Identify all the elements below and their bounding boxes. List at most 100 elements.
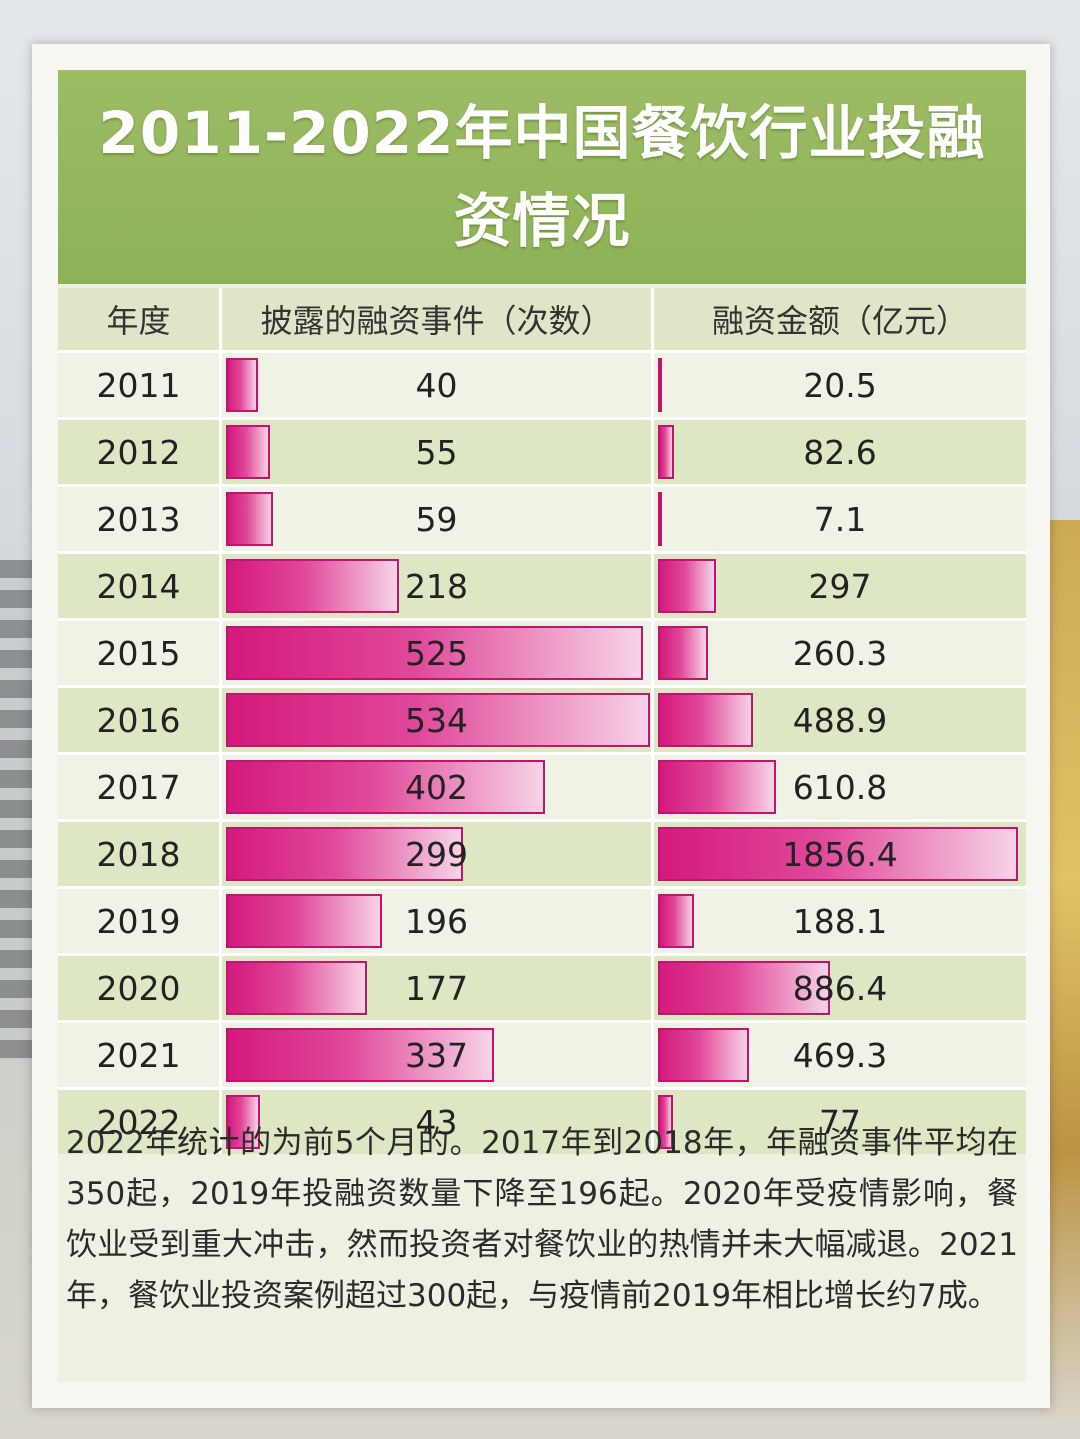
events-value: 525 xyxy=(405,633,468,673)
table-header-row: 年度 披露的融资事件（次数） 融资金额（亿元） xyxy=(58,288,1026,350)
amount-cell: 610.8 xyxy=(654,755,1026,819)
table-row: 2016 534 488.9 xyxy=(58,685,1026,752)
amount-bar xyxy=(658,961,830,1015)
events-cell: 40 xyxy=(222,353,654,417)
amount-value: 297 xyxy=(808,566,872,606)
events-value: 534 xyxy=(405,700,468,740)
events-value: 40 xyxy=(415,365,458,405)
year-label: 2020 xyxy=(58,956,222,1020)
events-value: 402 xyxy=(405,767,468,807)
events-cell: 177 xyxy=(222,956,654,1020)
table-row: 2011 40 20.5 xyxy=(58,350,1026,417)
year-label: 2018 xyxy=(58,822,222,886)
amount-cell: 82.6 xyxy=(654,420,1026,484)
table-row: 2021 337 469.3 xyxy=(58,1020,1026,1087)
events-value: 43 xyxy=(415,1102,458,1142)
events-cell: 525 xyxy=(222,621,654,685)
events-value: 299 xyxy=(405,834,468,874)
amount-bar xyxy=(658,626,709,680)
events-cell: 55 xyxy=(222,420,654,484)
year-label: 2011 xyxy=(58,353,222,417)
amount-value: 20.5 xyxy=(803,365,877,405)
events-value: 59 xyxy=(415,499,458,539)
year-label: 2021 xyxy=(58,1023,222,1087)
events-bar xyxy=(226,693,650,747)
table-row: 2014 218 297 xyxy=(58,551,1026,618)
year-label: 2022 xyxy=(58,1090,222,1154)
year-label: 2014 xyxy=(58,554,222,618)
footnote-text: 2022年统计的为前5个月的。2017年到2018年，年融资事件平均在350起，… xyxy=(66,1125,1018,1314)
events-bar xyxy=(226,358,258,412)
amount-cell: 1856.4 xyxy=(654,822,1026,886)
events-cell: 196 xyxy=(222,889,654,953)
table-row: 2019 196 188.1 xyxy=(58,886,1026,953)
table-row: 2015 525 260.3 xyxy=(58,618,1026,685)
year-label: 2012 xyxy=(58,420,222,484)
table-row: 2020 177 886.4 xyxy=(58,953,1026,1020)
amount-value: 610.8 xyxy=(792,767,888,807)
amount-bar xyxy=(658,492,662,546)
events-cell: 299 xyxy=(222,822,654,886)
amount-cell: 488.9 xyxy=(654,688,1026,752)
amount-cell: 886.4 xyxy=(654,956,1026,1020)
amount-bar xyxy=(658,1028,749,1082)
table-row: 2013 59 7.1 xyxy=(58,484,1026,551)
events-cell: 43 xyxy=(222,1090,654,1154)
amount-bar xyxy=(658,760,777,814)
amount-cell: 77 xyxy=(654,1090,1026,1154)
amount-value: 188.1 xyxy=(792,901,888,941)
amount-bar xyxy=(658,827,1018,881)
events-value: 218 xyxy=(405,566,468,606)
events-bar xyxy=(226,1028,494,1082)
events-value: 337 xyxy=(405,1035,468,1075)
amount-value: 488.9 xyxy=(792,700,888,740)
amount-cell: 188.1 xyxy=(654,889,1026,953)
chart-title: 2011-2022年中国餐饮行业投融资情况 xyxy=(98,99,986,255)
year-label: 2016 xyxy=(58,688,222,752)
amount-cell: 7.1 xyxy=(654,487,1026,551)
events-bar xyxy=(226,559,400,613)
amount-value: 82.6 xyxy=(803,432,877,472)
header-amount: 融资金额（亿元） xyxy=(711,302,968,340)
amount-bar xyxy=(658,1095,673,1149)
events-bar xyxy=(226,425,270,479)
amount-value: 260.3 xyxy=(792,633,888,673)
events-cell: 218 xyxy=(222,554,654,618)
header-events: 披露的融资事件（次数） xyxy=(222,288,654,350)
events-value: 177 xyxy=(405,968,468,1008)
data-table: 年度 披露的融资事件（次数） 融资金额（亿元） 2011 40 20.5 2012 55… xyxy=(58,288,1026,1154)
amount-value: 469.3 xyxy=(792,1035,888,1075)
amount-cell: 20.5 xyxy=(654,353,1026,417)
amount-value: 7.1 xyxy=(813,499,867,539)
events-bar xyxy=(226,1095,261,1149)
events-cell: 59 xyxy=(222,487,654,551)
events-value: 55 xyxy=(415,432,458,472)
events-bar xyxy=(226,760,546,814)
amount-cell: 297 xyxy=(654,554,1026,618)
amount-value: 77 xyxy=(819,1102,861,1142)
table-row: 2012 55 82.6 xyxy=(58,417,1026,484)
events-bar xyxy=(226,492,273,546)
title-banner: 2011-2022年中国餐饮行业投融资情况 xyxy=(58,70,1026,284)
events-value: 196 xyxy=(405,901,468,941)
amount-bar xyxy=(658,894,695,948)
events-bar xyxy=(226,961,367,1015)
events-cell: 534 xyxy=(222,688,654,752)
table-row: 2018 299 1856.4 xyxy=(58,819,1026,886)
year-label: 2019 xyxy=(58,889,222,953)
events-cell: 337 xyxy=(222,1023,654,1087)
infographic-body: 2011-2022年中国餐饮行业投融资情况 年度 披露的融资事件（次数） 融资金… xyxy=(58,70,1026,1382)
year-label: 2015 xyxy=(58,621,222,685)
events-bar xyxy=(226,827,464,881)
events-bar xyxy=(226,894,382,948)
amount-bar xyxy=(658,358,662,412)
amount-bar xyxy=(658,425,675,479)
table-row: 2017 402 610.8 xyxy=(58,752,1026,819)
amount-cell: 469.3 xyxy=(654,1023,1026,1087)
year-label: 2017 xyxy=(58,755,222,819)
year-label: 2013 xyxy=(58,487,222,551)
amount-value: 1856.4 xyxy=(782,834,898,874)
amount-value: 886.4 xyxy=(792,968,888,1008)
infographic-card: 2011-2022年中国餐饮行业投融资情况 年度 披露的融资事件（次数） 融资金… xyxy=(32,44,1050,1408)
header-year: 年度 xyxy=(58,288,222,350)
